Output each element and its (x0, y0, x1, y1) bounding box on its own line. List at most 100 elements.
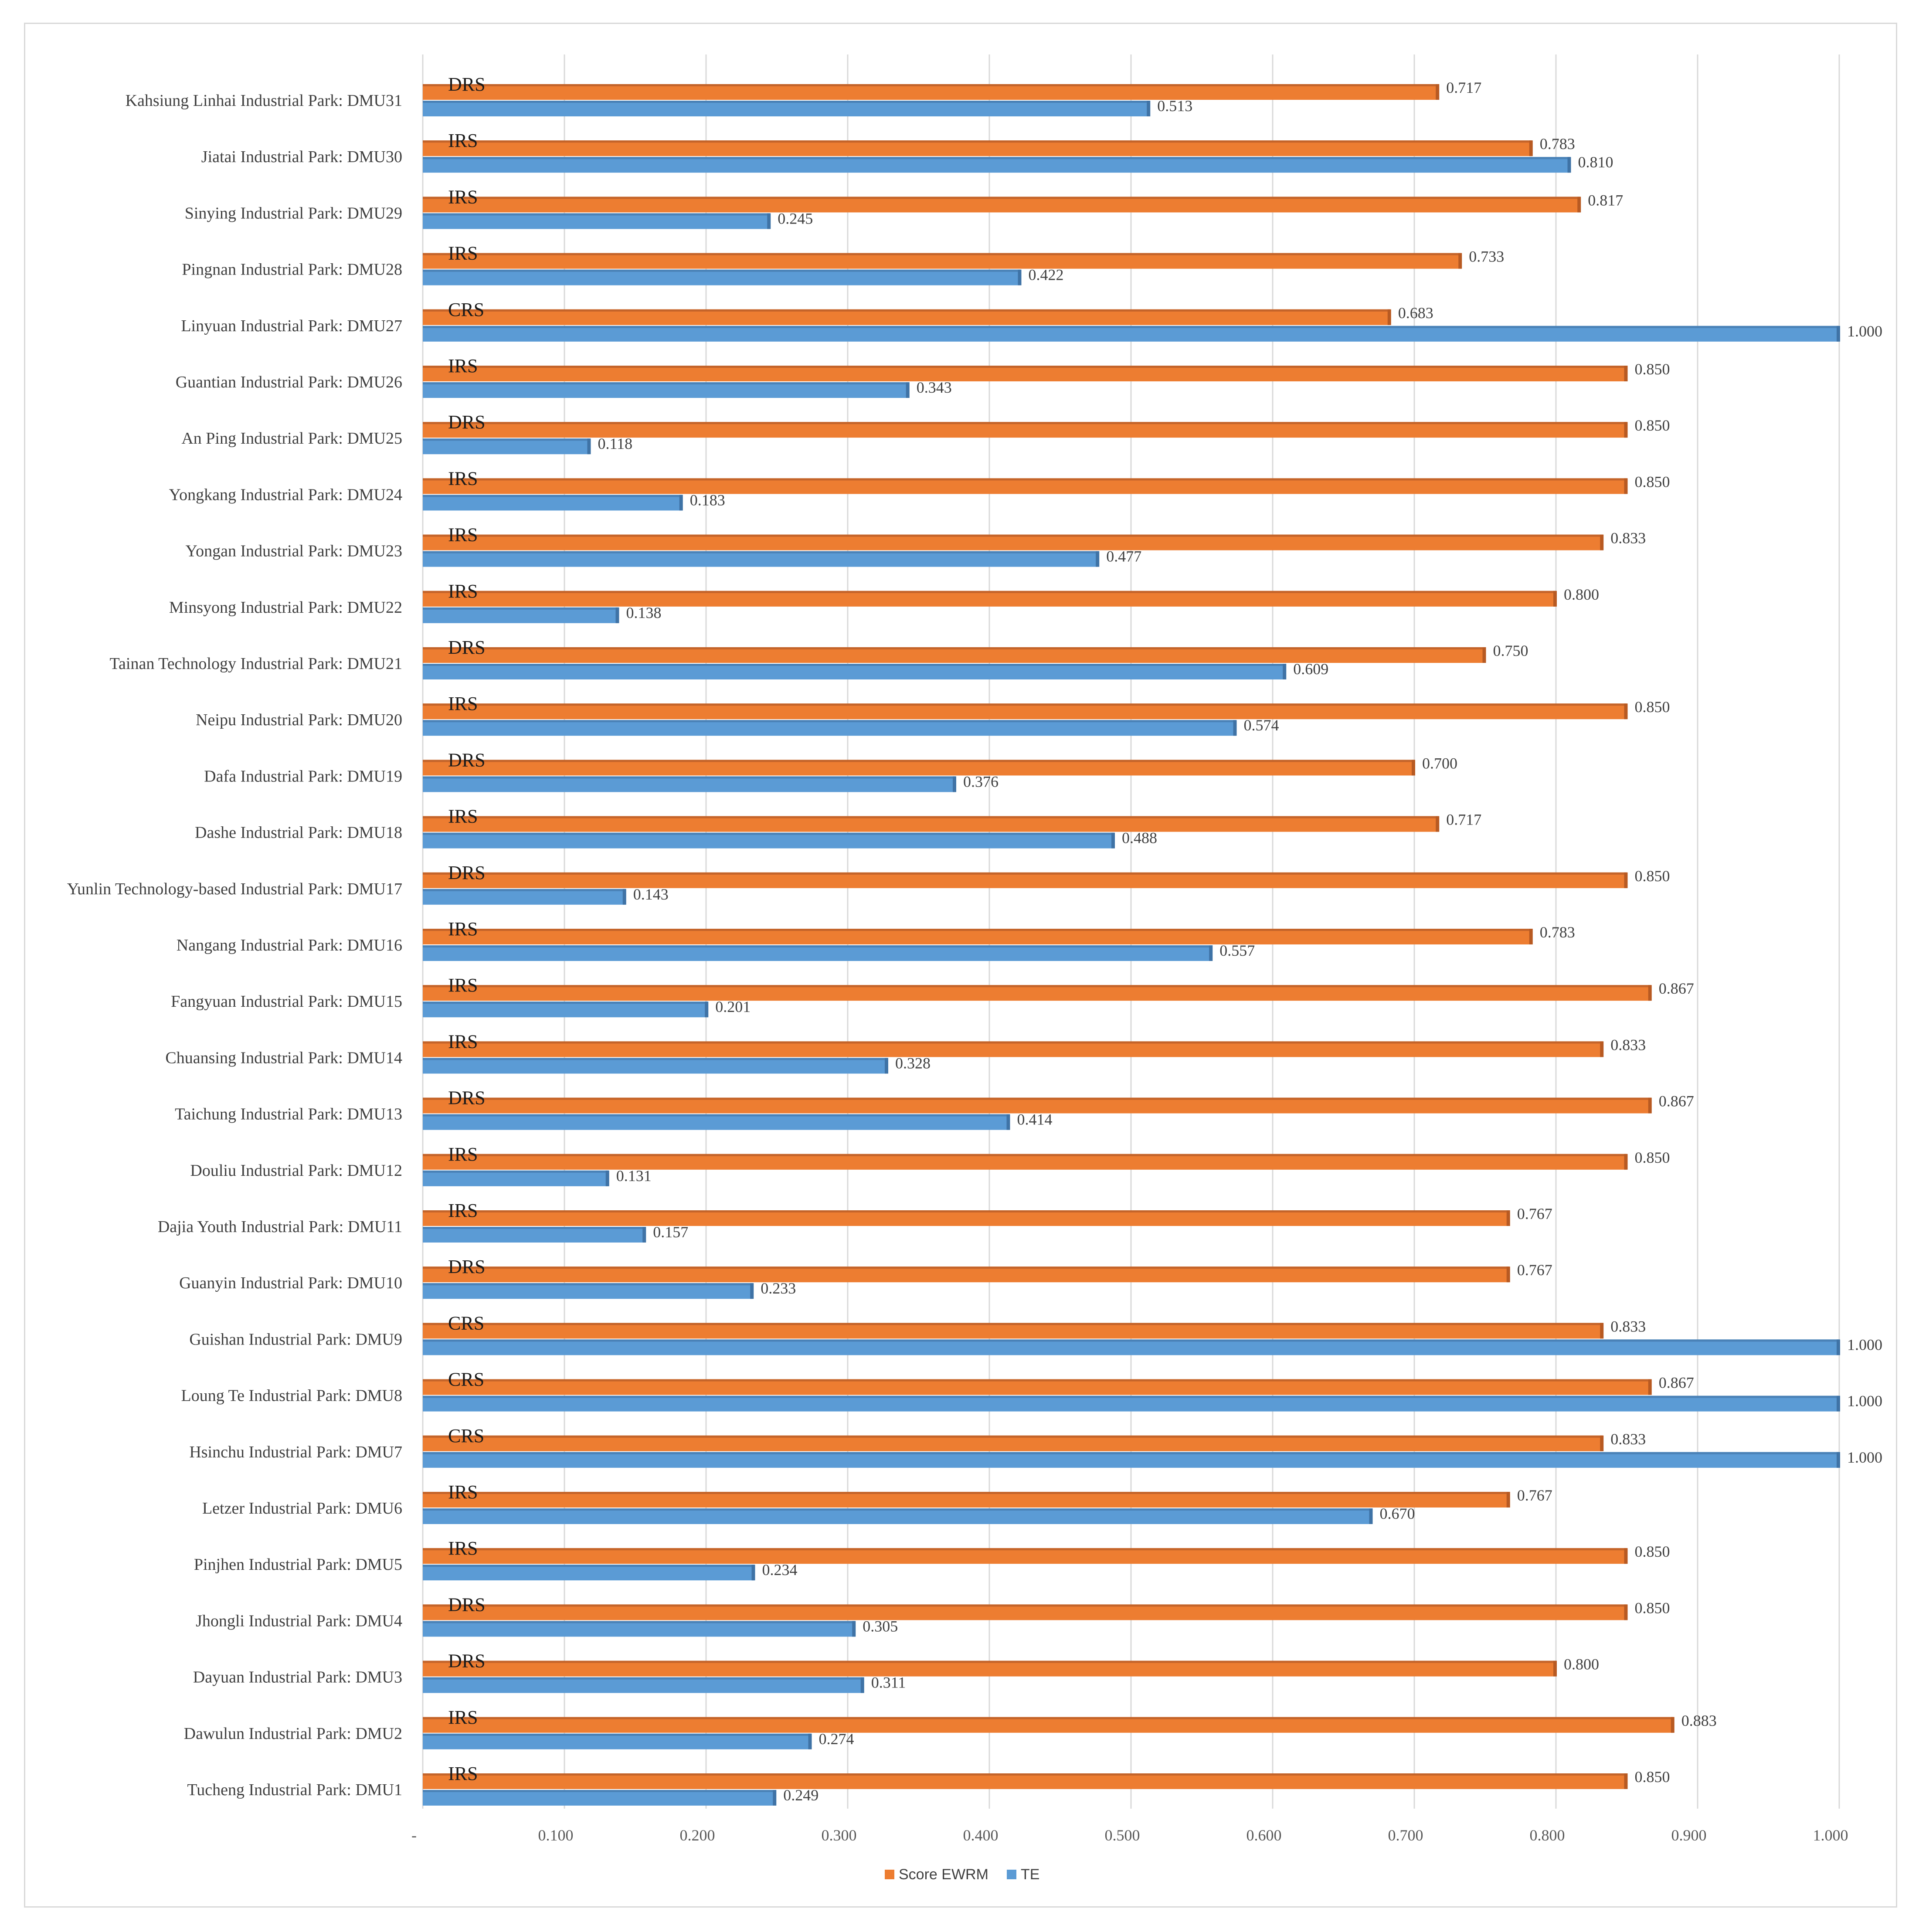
te-value-label: 0.343 (917, 379, 952, 396)
te-value-label: 0.305 (863, 1617, 898, 1635)
te-bar (423, 269, 1021, 285)
category-label: Tucheng Industrial Park: DMU1 (187, 1781, 402, 1799)
score-ewrm-bar-top-edge (423, 1717, 1674, 1719)
te-bar-top-edge (423, 945, 1212, 947)
score-ewrm-bar-end-cap (1387, 309, 1391, 325)
te-bar-end-cap (852, 1621, 856, 1637)
score-ewrm-bar (423, 1773, 1627, 1789)
category-label: Tainan Technology Industrial Park: DMU21 (109, 655, 402, 673)
te-value-label: 0.138 (626, 604, 662, 621)
te-bar-top-edge (423, 495, 682, 497)
te-bar-end-cap (587, 438, 591, 455)
score-ewrm-bar (423, 591, 1556, 607)
score-ewrm-bar-top-edge (423, 1548, 1627, 1551)
score-ewrm-value-label: 0.817 (1588, 191, 1623, 209)
te-bar-top-edge (423, 1396, 1839, 1398)
te-bar-end-cap (605, 1170, 609, 1186)
te-value-label: 0.574 (1244, 716, 1279, 734)
score-ewrm-bar-end-cap (1600, 1435, 1604, 1451)
score-ewrm-bar (423, 1604, 1627, 1620)
x-tick-label: 0.100 (538, 1827, 574, 1844)
category-label: Guishan Industrial Park: DMU9 (189, 1330, 402, 1348)
te-value-label: 0.513 (1157, 97, 1192, 115)
score-ewrm-bar (423, 478, 1627, 494)
score-ewrm-bar-top-edge (423, 1492, 1509, 1494)
te-value-label: 0.609 (1293, 660, 1328, 678)
x-tick-label: 0.700 (1388, 1827, 1423, 1844)
category-label: Taichung Industrial Park: DMU13 (175, 1105, 402, 1124)
returns-to-scale-label: DRS (448, 1256, 486, 1277)
returns-to-scale-label: DRS (448, 1594, 486, 1615)
score-ewrm-bar-end-cap (1600, 1323, 1604, 1339)
te-bar-top-edge (423, 664, 1286, 666)
x-tick-label: 0.500 (1105, 1827, 1140, 1844)
score-ewrm-bar (423, 1379, 1651, 1395)
score-ewrm-bar-top-edge (423, 1604, 1627, 1607)
x-tick-label: 0.900 (1671, 1827, 1707, 1844)
te-value-label: 0.670 (1380, 1505, 1415, 1522)
score-ewrm-bar-top-edge (423, 1154, 1627, 1156)
score-ewrm-bar-top-edge (423, 309, 1390, 312)
returns-to-scale-label: IRS (448, 806, 478, 827)
score-ewrm-bar-top-edge (423, 985, 1651, 988)
te-bar (423, 382, 909, 398)
score-ewrm-value-label: 0.833 (1610, 1036, 1646, 1053)
score-ewrm-bar-top-edge (423, 422, 1627, 424)
te-bar-top-edge (423, 1565, 754, 1567)
score-ewrm-bar-top-edge (423, 1210, 1509, 1212)
returns-to-scale-label: CRS (448, 1369, 484, 1390)
score-ewrm-bar (423, 929, 1532, 944)
legend-te-swatch (1007, 1870, 1016, 1879)
returns-to-scale-label: IRS (448, 524, 478, 546)
score-ewrm-bar (423, 1154, 1627, 1170)
category-label: Neipu Industrial Park: DMU20 (196, 711, 402, 729)
te-bar-top-edge (423, 832, 1114, 835)
te-bar (423, 1114, 1009, 1130)
category-label: Dafa Industrial Park: DMU19 (204, 767, 402, 785)
te-value-label: 0.274 (819, 1730, 854, 1748)
score-ewrm-bar (423, 1210, 1509, 1226)
score-ewrm-bar-top-edge (423, 534, 1603, 537)
te-value-label: 0.131 (616, 1167, 652, 1185)
score-ewrm-value-label: 0.850 (1635, 698, 1670, 716)
score-ewrm-value-label: 0.683 (1398, 304, 1433, 322)
te-bar-top-edge (423, 1508, 1372, 1511)
te-bar-top-edge (423, 157, 1570, 160)
score-ewrm-bar-top-edge (423, 929, 1532, 931)
score-ewrm-bar-top-edge (423, 816, 1439, 818)
te-bar-end-cap (767, 213, 771, 229)
returns-to-scale-label: DRS (448, 74, 486, 95)
score-ewrm-bar-top-edge (423, 84, 1439, 86)
score-ewrm-bar-top-edge (423, 1266, 1509, 1269)
te-bar (423, 1283, 753, 1299)
te-value-label: 1.000 (1847, 1449, 1882, 1466)
category-label: Sinying Industrial Park: DMU29 (185, 204, 402, 222)
score-ewrm-bar-end-cap (1529, 140, 1533, 156)
category-label: Dajia Youth Industrial Park: DMU11 (158, 1218, 402, 1236)
score-ewrm-value-label: 0.800 (1564, 586, 1599, 603)
score-ewrm-bar-top-edge (423, 1379, 1651, 1382)
score-ewrm-value-label: 0.717 (1446, 79, 1481, 96)
score-ewrm-value-label: 0.783 (1540, 924, 1575, 941)
score-ewrm-bar (423, 253, 1461, 269)
te-bar-top-edge (423, 1621, 855, 1623)
score-ewrm-bar (423, 309, 1390, 325)
score-ewrm-bar (423, 422, 1627, 438)
score-ewrm-bar-end-cap (1648, 1097, 1652, 1114)
te-value-label: 0.233 (761, 1280, 796, 1297)
te-bar-top-edge (423, 326, 1839, 328)
score-ewrm-bar-end-cap (1482, 647, 1486, 663)
score-ewrm-bar-top-edge (423, 1041, 1603, 1044)
score-ewrm-bar (423, 1266, 1509, 1283)
x-tick-label: 0.300 (822, 1827, 857, 1844)
te-bar-end-cap (1283, 664, 1287, 679)
te-bar-top-edge (423, 1114, 1009, 1117)
category-label: Jiatai Industrial Park: DMU30 (201, 148, 402, 166)
score-ewrm-value-label: 0.850 (1635, 867, 1670, 885)
score-ewrm-bar (423, 872, 1627, 888)
score-ewrm-bar-top-edge (423, 1097, 1651, 1100)
te-value-label: 0.422 (1029, 266, 1064, 284)
te-value-label: 0.201 (715, 998, 751, 1015)
score-ewrm-bar (423, 816, 1439, 832)
